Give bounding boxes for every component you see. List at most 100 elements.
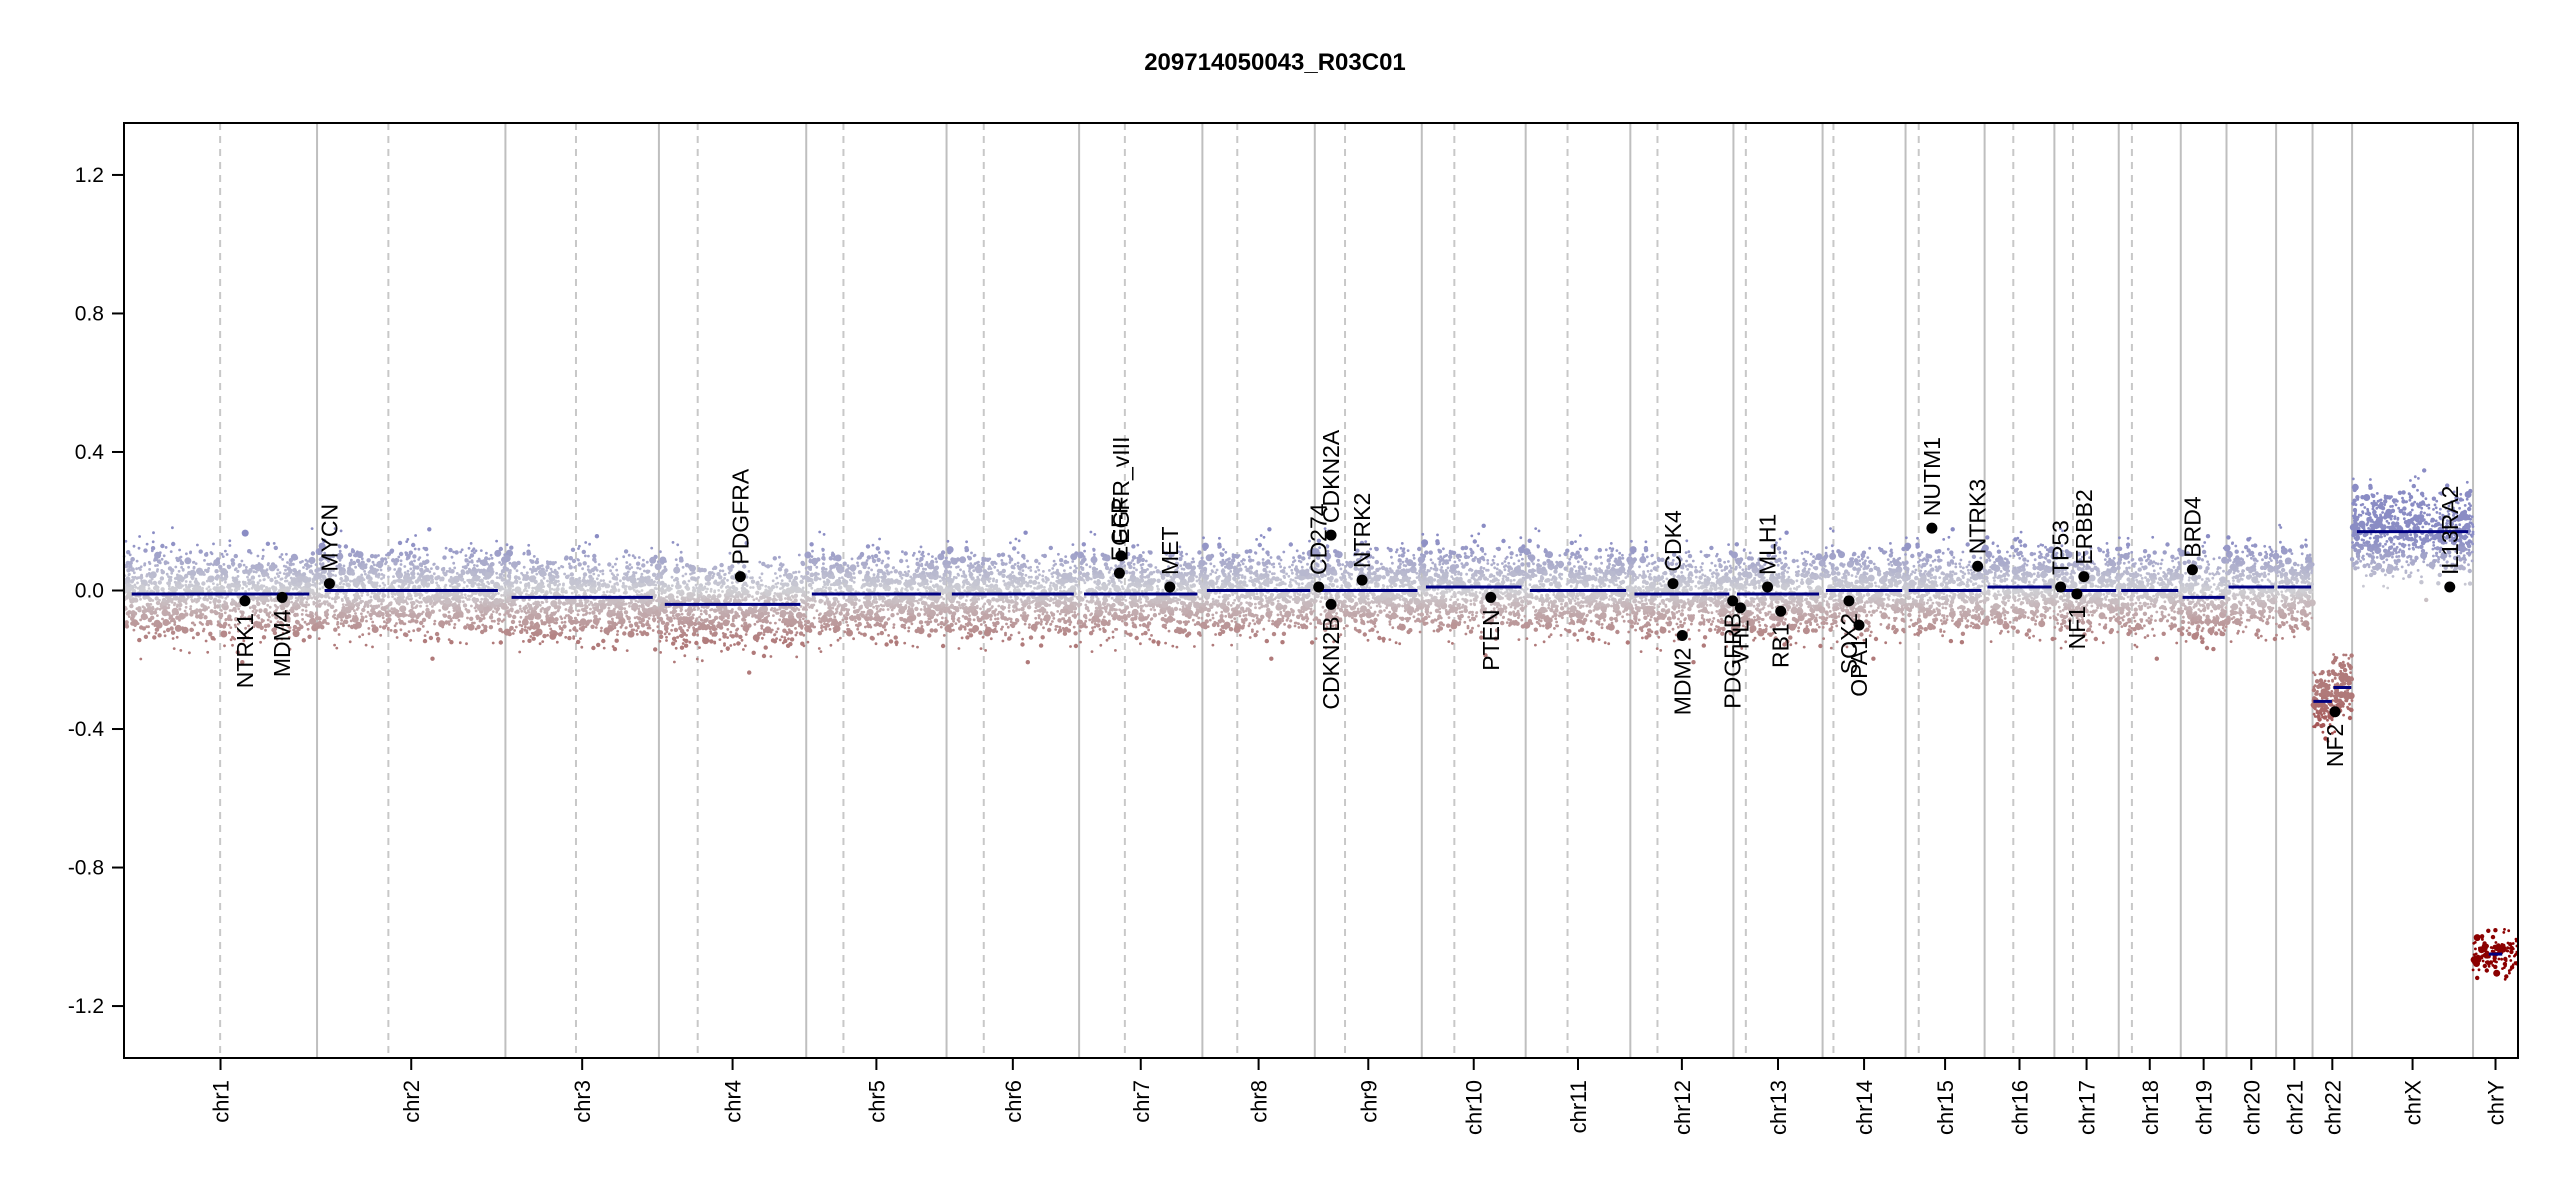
probe-point [308, 556, 316, 564]
probe-point [707, 639, 710, 642]
probe-point [630, 566, 634, 569]
probe-point [530, 559, 535, 564]
probe-point [560, 589, 565, 594]
probe-point [412, 601, 416, 605]
probe-point [509, 607, 514, 612]
probe-point [880, 575, 883, 579]
probe-point [430, 609, 435, 614]
probe-point [778, 555, 781, 559]
probe-point [934, 618, 938, 622]
probe-point [441, 578, 445, 582]
probe-point [515, 569, 519, 573]
probe-point [868, 616, 872, 620]
probe-point [684, 572, 688, 576]
probe-point [598, 612, 601, 615]
probe-point [126, 550, 131, 555]
probe-point [167, 566, 173, 571]
probe-point [534, 600, 538, 604]
probe-point [673, 566, 681, 574]
probe-point [726, 628, 730, 631]
probe-point [779, 582, 783, 586]
probe-point [541, 574, 545, 578]
probe-point [453, 566, 457, 570]
probe-point [564, 589, 568, 593]
probe-point [259, 584, 264, 589]
probe-point [872, 605, 875, 609]
probe-point [763, 645, 768, 650]
probe-point [756, 580, 760, 584]
probe-point [910, 622, 914, 626]
probe-point [241, 636, 245, 640]
probe-point [184, 602, 188, 605]
probe-point [307, 603, 310, 607]
probe-point [680, 612, 684, 616]
probe-point [189, 607, 192, 611]
probe-point [411, 575, 416, 580]
probe-point [407, 585, 410, 589]
probe-point [841, 618, 845, 622]
probe-point [784, 597, 787, 600]
probe-point [408, 561, 414, 566]
probe-point [600, 626, 603, 630]
probe-point [622, 603, 626, 606]
probe-point [169, 626, 174, 631]
probe-point [519, 615, 523, 619]
probe-point [688, 640, 692, 644]
probe-point [634, 571, 638, 575]
probe-point [447, 638, 451, 641]
probe-point [527, 610, 531, 614]
probe-point [342, 591, 346, 595]
probe-point [653, 580, 656, 583]
probe-point [316, 604, 319, 608]
probe-point [154, 564, 157, 567]
probe-point [339, 622, 343, 625]
probe-point [178, 618, 181, 622]
probe-point [760, 624, 763, 628]
probe-point [198, 549, 203, 554]
probe-point [469, 616, 474, 621]
probe-point [215, 604, 220, 609]
probe-point [458, 607, 461, 611]
probe-point [520, 627, 524, 631]
probe-point [634, 624, 638, 627]
probe-point [702, 621, 705, 625]
probe-point [237, 580, 241, 584]
probe-point [167, 606, 171, 610]
probe-point [742, 590, 747, 595]
probe-point [489, 553, 493, 557]
probe-point [294, 596, 298, 600]
probe-point [374, 595, 379, 600]
probe-point [801, 586, 805, 590]
probe-point [364, 572, 367, 576]
probe-point [633, 608, 637, 612]
probe-point [304, 581, 312, 589]
probe-point [366, 574, 371, 579]
probe-point [770, 638, 776, 643]
probe-point [318, 599, 322, 603]
probe-point [454, 550, 459, 555]
probe-point [531, 636, 536, 641]
probe-point [634, 590, 638, 594]
probe-point [495, 539, 498, 543]
probe-point [788, 619, 793, 624]
probe-point [659, 651, 662, 654]
probe-point [892, 623, 896, 626]
probe-point [670, 584, 674, 587]
probe-point [788, 579, 792, 583]
probe-point [483, 628, 488, 633]
probe-point [718, 622, 723, 627]
probe-point [645, 569, 650, 574]
probe-point [281, 624, 284, 628]
probe-point [325, 616, 329, 620]
probe-point [314, 563, 318, 566]
probe-point [303, 596, 307, 600]
probe-point [626, 616, 631, 621]
probe-point [761, 653, 767, 659]
probe-point [179, 560, 185, 566]
probe-point [124, 624, 130, 629]
probe-point [266, 563, 270, 567]
probe-point [220, 578, 224, 582]
probe-point [878, 609, 881, 613]
probe-point [845, 620, 848, 624]
probe-point [156, 614, 159, 617]
